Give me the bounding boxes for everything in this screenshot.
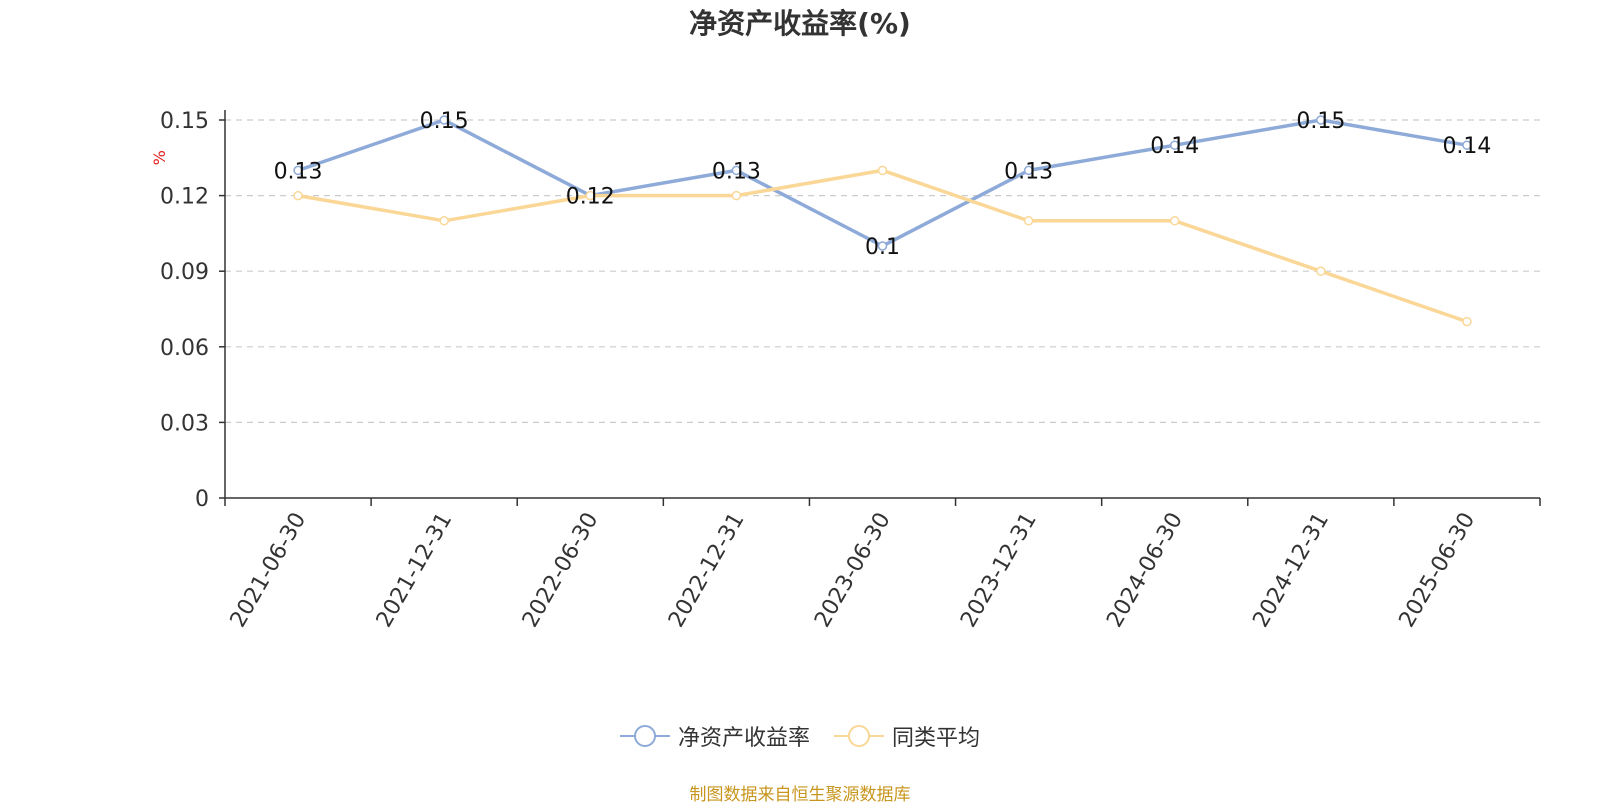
series-0-point-8 [1462,140,1472,150]
data-label-6: 0.14 [1150,134,1199,159]
series-lines [293,115,1472,327]
x-tick-label-2023-06-30: 2023-06-30 [810,509,896,632]
legend: 净资产收益率 同类平均 [0,720,1600,752]
data-source-note: 制图数据来自恒生聚源数据库 [689,785,911,805]
data-label-1: 0.15 [420,109,469,134]
grid-lines [225,119,1540,423]
series-0-point-1 [439,115,449,125]
x-tick-label-2022-12-31: 2022-12-31 [664,509,750,632]
x-tick-label-2024-12-31: 2024-12-31 [1248,509,1334,632]
data-label-2: 0.12 [566,185,615,210]
series-0-point-4 [877,241,888,251]
series-1-point-3 [731,190,742,201]
x-tick-label-2024-06-30: 2024-06-30 [1102,509,1188,632]
data-labels: 0.13 0.15 0.12 0.13 0.1 0.13 0.14 0.15 0.14 [274,109,1492,260]
y-tick-label-0.06: 0.06 [160,336,209,361]
data-label-3: 0.13 [712,159,761,184]
series-1-point-4 [877,165,888,176]
y-tick-label-0.15: 0.15 [160,109,209,134]
series-0-point-5 [1023,165,1034,176]
data-label-5: 0.13 [1004,159,1053,184]
x-tick-label-2021-12-31: 2021-12-31 [372,509,458,632]
x-tick-label-2022-06-30: 2022-06-30 [518,509,604,632]
y-tick-label-0.03: 0.03 [160,411,209,436]
series-0-point-0 [293,165,303,176]
series-1-point-2 [585,190,596,201]
data-label-8: 0.14 [1442,134,1491,159]
series-1-point-0 [293,190,303,201]
series-1-point-8 [1462,316,1472,327]
x-tick-label-2021-06-30: 2021-06-30 [226,509,312,632]
series-1-point-5 [1023,216,1034,226]
series-0-point-7 [1316,115,1326,125]
series-0-point-3 [731,165,742,176]
x-tick-label-2025-06-30: 2025-06-30 [1395,509,1481,632]
data-label-4: 0.1 [865,235,900,260]
x-tick-label-2023-12-31: 2023-12-31 [956,509,1042,632]
data-label-7: 0.15 [1296,109,1345,134]
series-line-0 [296,118,1469,248]
legend-peer-average-label: 同类平均 [892,726,981,751]
legend-roe-label: 净资产收益率 [677,726,810,751]
y-tick-label-0.09: 0.09 [160,260,209,285]
legend-roe-icon [619,725,670,747]
data-label-0: 0.13 [274,159,323,184]
series-1-point-7 [1316,266,1326,276]
legend-peer-average-icon [834,725,884,747]
chart-title: 净资产收益率(%) [689,7,911,40]
axes: 0 0.03 0.06 0.09 0.12 0.15% 2021-06-30 2021-12-… [150,109,1541,632]
y-tick-label-0.12: 0.12 [160,185,209,210]
y-tick-label-0: 0 [195,487,209,512]
series-1-point-6 [1169,216,1180,226]
legend-item-peer-average[interactable]: 同类平均 [834,720,980,752]
series-1-point-1 [439,216,449,226]
legend-item-roe[interactable]: 净资产收益率 [619,720,810,752]
series-0-point-6 [1169,140,1180,150]
y-axis-unit-label: % [150,150,169,165]
